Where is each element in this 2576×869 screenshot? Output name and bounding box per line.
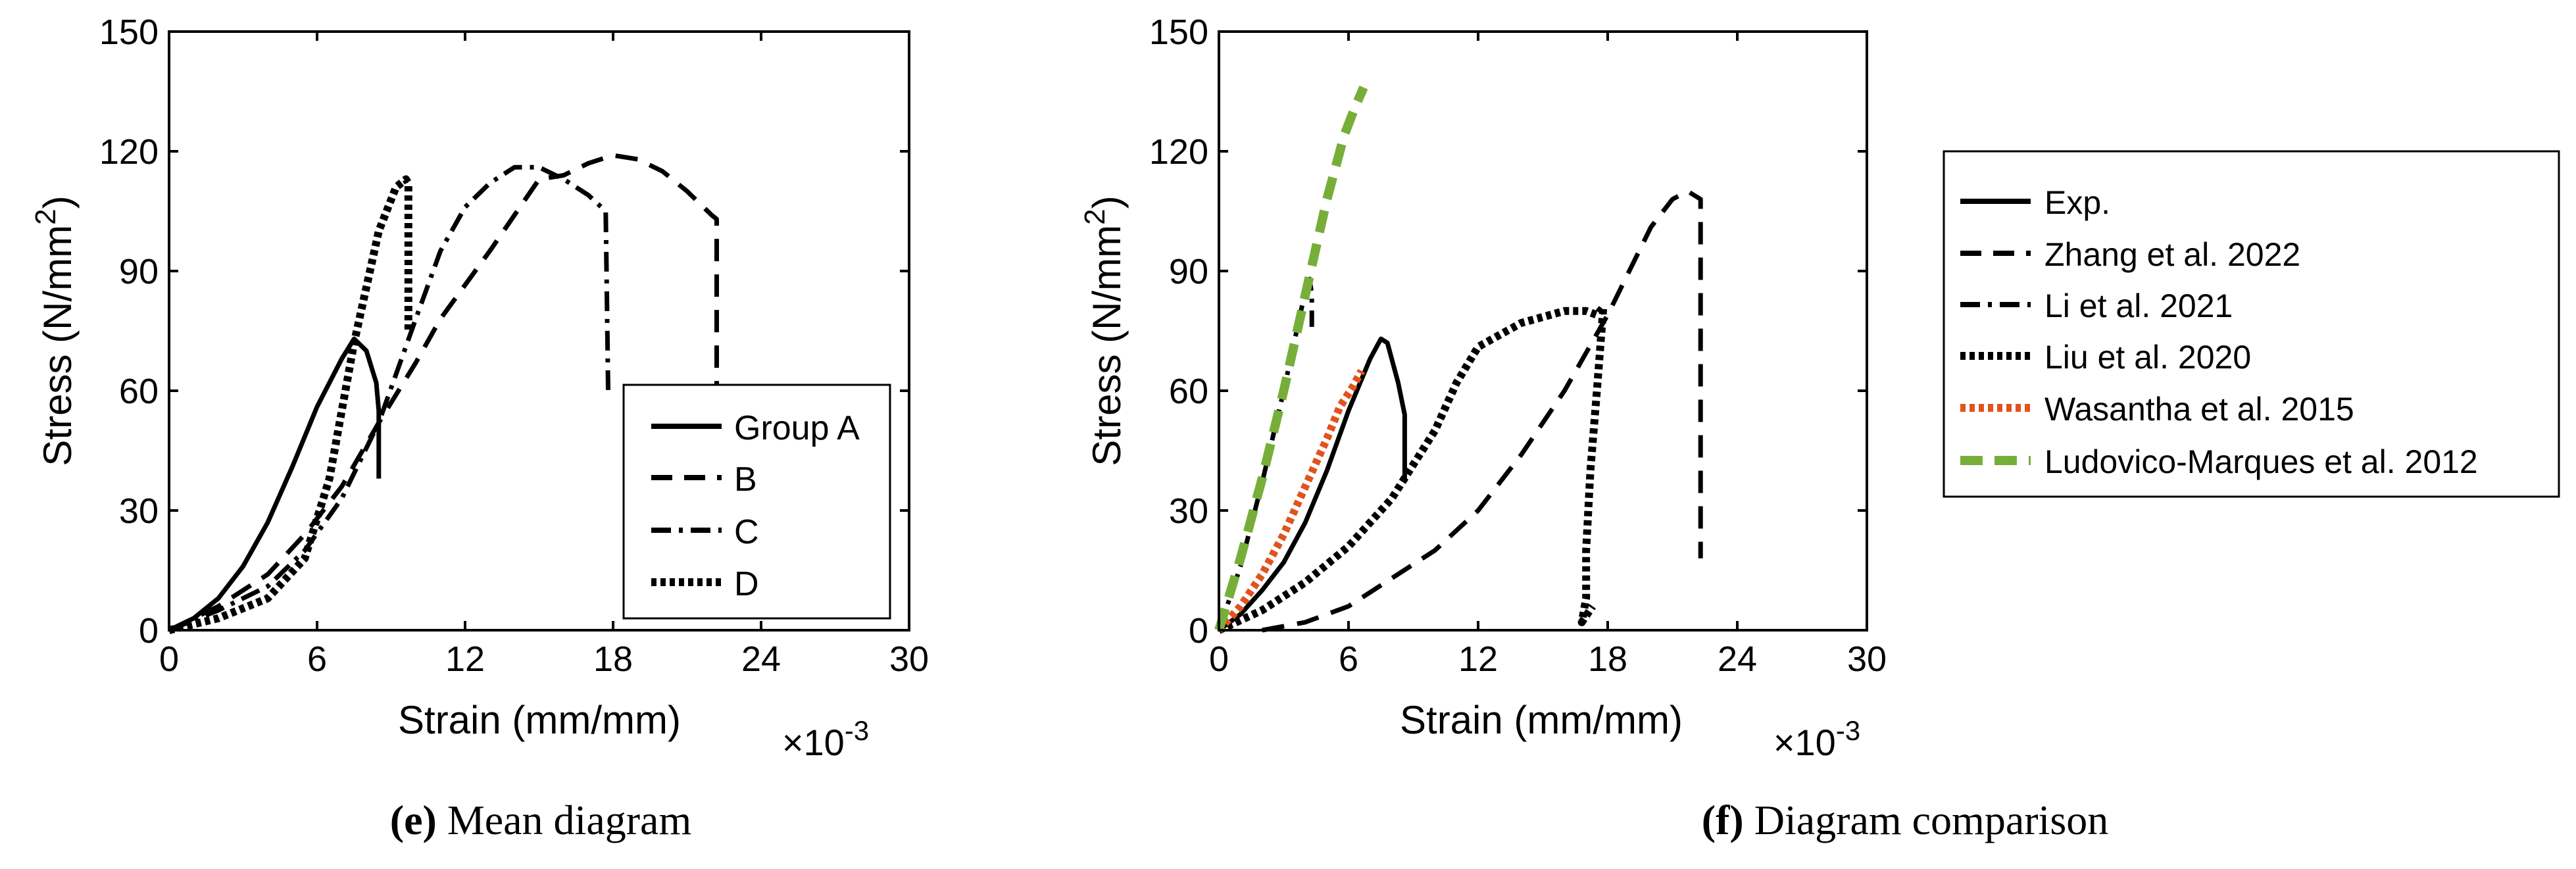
y-tick-label: 60 xyxy=(1169,372,1208,411)
panel-f-legend-label-wasantha: Wasantha et al. 2015 xyxy=(2044,391,2354,428)
panel-f-ticks: 0 6 12 18 24 30 0 30 60 90 120 150 xyxy=(1149,12,1887,679)
y-tick-label: 0 xyxy=(139,611,159,651)
series-line-c xyxy=(168,164,610,633)
panel-e-x-multiplier: ×10-3 xyxy=(782,715,869,764)
x-tick-label: 18 xyxy=(1588,639,1627,679)
panel-e-x-axis-label: Strain (mm/mm) xyxy=(398,698,681,742)
panel-f-x-multiplier: ×10-3 xyxy=(1773,715,1860,764)
series-line-exp xyxy=(1217,336,1407,632)
x-tick-label: 24 xyxy=(1718,639,1757,679)
x-tick-label: 30 xyxy=(889,639,929,679)
y-tick-label: 120 xyxy=(1149,132,1208,172)
panel-f-legend-label-li: Li et al. 2021 xyxy=(2044,287,2233,324)
y-tick-label: 0 xyxy=(1189,611,1208,651)
y-tick-label: 90 xyxy=(119,252,159,291)
panel-f-legend-label-exp: Exp. xyxy=(2044,184,2110,221)
panel-e-series-group xyxy=(168,153,719,634)
panel-e-legend-label-b: B xyxy=(734,460,757,499)
panel-e-legend-label-d: D xyxy=(734,565,759,603)
x-tick-label: 6 xyxy=(307,639,327,679)
x-tick-label: 6 xyxy=(1339,639,1358,679)
series-line-liu-et-al-2020 xyxy=(1217,303,1608,634)
y-tick-label: 120 xyxy=(99,132,159,172)
panel-f-legend: Exp. Zhang et al. 2022 Li et al. 2021 Li… xyxy=(1943,150,2560,498)
panel-e-axes-box xyxy=(168,30,910,632)
x-tick-label: 24 xyxy=(741,639,781,679)
x-tick-label: 30 xyxy=(1847,639,1887,679)
y-tick-label: 60 xyxy=(119,372,159,411)
panel-e-legend-label-group-a: Group A xyxy=(734,409,860,447)
x-tick-label: 0 xyxy=(1209,639,1229,679)
panel-e-legend-label-c: C xyxy=(734,513,759,551)
panel-f-legend-label-ludovico: Ludovico-Marques et al. 2012 xyxy=(2044,443,2478,480)
panel-f-series-group xyxy=(1214,86,1703,634)
y-tick-label: 30 xyxy=(1169,491,1208,531)
panel-e-ticks: 0 6 12 18 24 30 0 30 60 90 120 150 xyxy=(99,12,929,679)
panel-f-legend-box xyxy=(1943,150,2560,498)
panel-f-legend-label-liu: Liu et al. 2020 xyxy=(2044,339,2251,376)
y-tick-label: 90 xyxy=(1169,252,1208,291)
x-tick-label: 12 xyxy=(445,639,485,679)
series-line-b xyxy=(168,153,719,633)
panel-f-legend-label-zhang: Zhang et al. 2022 xyxy=(2044,236,2300,273)
series-line-ludovico-marques-et-al-2012 xyxy=(1214,86,1368,632)
panel-f-y-axis-label: Stress (N/mm2) xyxy=(1079,195,1129,466)
series-line-zhang-et-al-2022 xyxy=(1262,189,1703,633)
panel-e-legend: Group A B C D xyxy=(622,384,891,620)
y-tick-label: 30 xyxy=(119,491,159,531)
panel-f-diagram-comparison: 0 6 12 18 24 30 0 30 60 90 120 150 Strain (mm/mm) ×… xyxy=(1079,12,2560,843)
panel-e-caption: (e) Mean diagram xyxy=(390,797,691,843)
panel-e-y-axis-label: Stress (N/mm2) xyxy=(30,195,80,466)
series-line-d xyxy=(168,175,412,634)
y-tick-label: 150 xyxy=(1149,12,1208,52)
panel-f-axes-box xyxy=(1218,30,1868,632)
x-tick-label: 0 xyxy=(159,639,179,679)
series-line-wasantha-et-al-2015 xyxy=(1216,368,1365,633)
series-line-group-a xyxy=(168,336,382,633)
panel-f-caption: (f) Diagram comparison xyxy=(1702,797,2108,843)
x-tick-label: 12 xyxy=(1458,639,1498,679)
panel-f-x-axis-label: Strain (mm/mm) xyxy=(1400,698,1683,742)
panel-e-mean-diagram: 0 6 12 18 24 30 0 30 60 90 120 150 Strain (mm/mm) ×… xyxy=(30,12,929,843)
y-tick-label: 150 xyxy=(99,12,159,52)
x-tick-label: 18 xyxy=(593,639,633,679)
